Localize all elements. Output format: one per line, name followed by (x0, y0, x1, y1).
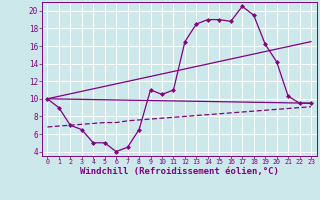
X-axis label: Windchill (Refroidissement éolien,°C): Windchill (Refroidissement éolien,°C) (80, 167, 279, 176)
